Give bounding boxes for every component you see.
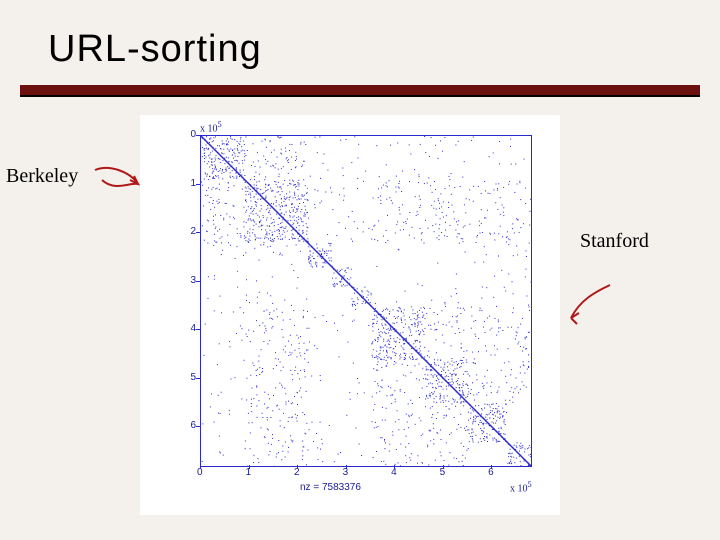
title-underline [20, 95, 700, 97]
y-tick-label: 3 [176, 275, 196, 286]
nz-caption: nz = 7583376 [300, 482, 361, 493]
y-tick-label: 1 [176, 178, 196, 189]
scatter-points [201, 136, 531, 466]
label-berkeley: Berkeley [6, 165, 78, 188]
title-rule [20, 85, 700, 95]
plot-area [200, 135, 532, 467]
slide-title: URL-sorting [48, 28, 262, 71]
y-exp-label: x 105 [200, 120, 222, 134]
label-stanford: Stanford [580, 230, 649, 253]
sparsity-chart: x 105 0123456 0123456 nz = 7583376 x 105 [140, 115, 560, 515]
y-tick-label: 0 [176, 129, 196, 140]
y-tick-label: 5 [176, 372, 196, 383]
arrow-right-icon [565, 280, 615, 330]
y-tick-label: 6 [176, 420, 196, 431]
y-tick-label: 2 [176, 226, 196, 237]
x-exp-label: x 105 [510, 480, 532, 494]
y-tick-label: 4 [176, 323, 196, 334]
